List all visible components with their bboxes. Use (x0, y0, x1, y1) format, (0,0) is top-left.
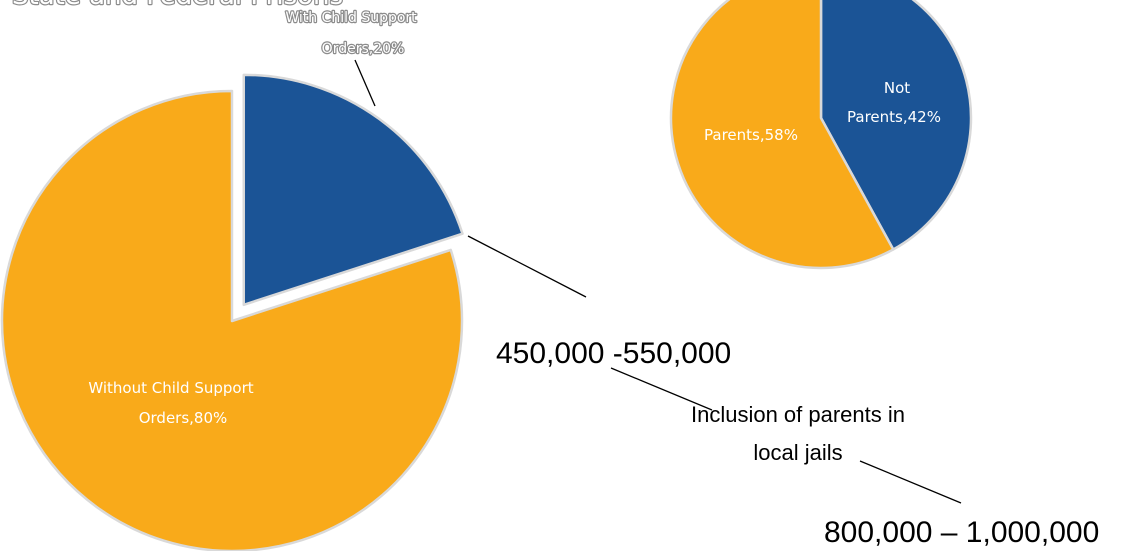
slice-label-without-orders-pct: Orders,80% (139, 409, 228, 427)
pie-slice-not-parents (819, 0, 973, 251)
connector-note-to-total (859, 460, 962, 504)
jail-note-line-1: Inclusion of parents in (691, 402, 905, 427)
slice-label-not-parents: Not (884, 79, 910, 97)
jail-note-line-2: local jails (753, 440, 842, 465)
connector-range-to-note (610, 367, 713, 411)
connector-pie-to-range (467, 235, 587, 298)
slice-label-with-orders-pct: Orders,20% (322, 41, 405, 57)
total-parents-range: 800,000 – 1,000,000 (824, 516, 1099, 549)
pie-slice-parents (669, 0, 895, 270)
parents-pie-chart (669, 0, 973, 270)
pie-slice-with-child-support-orders (242, 73, 464, 307)
slice-label-parents: Parents,58% (704, 126, 798, 144)
slice-label-without-orders: Without Child Support (88, 379, 253, 397)
prison-pie-chart (0, 73, 464, 551)
leader-line-with-orders (354, 59, 376, 107)
prison-parents-range: 450,000 -550,000 (496, 337, 731, 370)
pie-slice-without-child-support-orders (0, 89, 464, 551)
slice-label-not-parents-pct: Parents,42% (847, 108, 941, 126)
slice-label-with-orders: With Child Support (285, 10, 417, 26)
prison-pie-title: State and Federal Prisons (12, 0, 343, 11)
